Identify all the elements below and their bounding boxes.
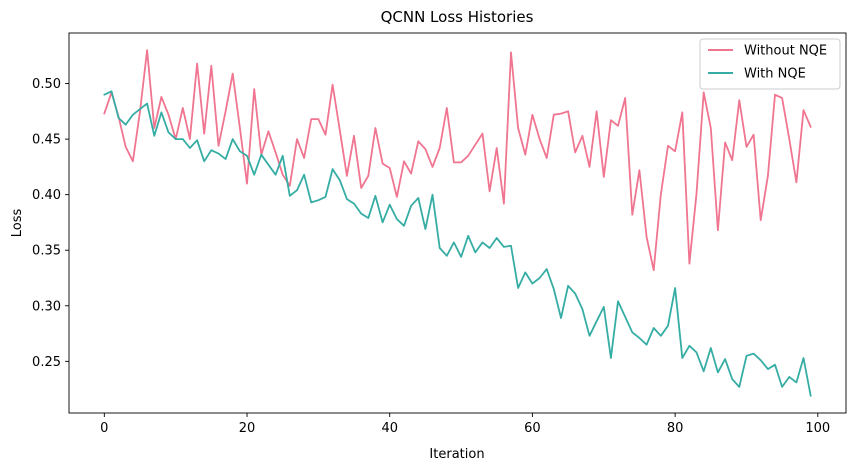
plot-lines <box>103 49 812 397</box>
chart-title: QCNN Loss Histories <box>381 8 534 26</box>
y-tick-label: 0.50 <box>32 77 61 92</box>
legend-label-without-nqe: Without NQE <box>744 44 827 59</box>
series-line-0 <box>103 49 812 272</box>
x-tick-label: 80 <box>667 421 684 436</box>
y-tick-label: 0.35 <box>32 244 61 259</box>
x-tick-label: 100 <box>805 421 830 436</box>
y-tick-label: 0.30 <box>32 299 61 314</box>
y-tick-label: 0.45 <box>32 133 61 148</box>
x-axis: 0 20 40 60 80 100 <box>100 413 830 436</box>
x-axis-title: Iteration <box>429 447 484 462</box>
y-axis-title: Loss <box>10 209 25 238</box>
y-tick-label: 0.25 <box>32 355 61 370</box>
x-tick-label: 20 <box>239 421 256 436</box>
x-tick-label: 0 <box>100 421 108 436</box>
plot-frame <box>68 32 847 414</box>
y-axis: 0.25 0.30 0.35 0.40 0.45 0.50 <box>32 77 69 370</box>
x-tick-label: 60 <box>524 421 541 436</box>
series-line-1 <box>103 90 812 397</box>
legend-label-with-nqe: With NQE <box>744 67 806 82</box>
x-tick-label: 40 <box>381 421 398 436</box>
y-tick-label: 0.40 <box>32 188 61 203</box>
legend: Without NQE With NQE <box>699 38 841 90</box>
legend-box <box>699 38 841 90</box>
